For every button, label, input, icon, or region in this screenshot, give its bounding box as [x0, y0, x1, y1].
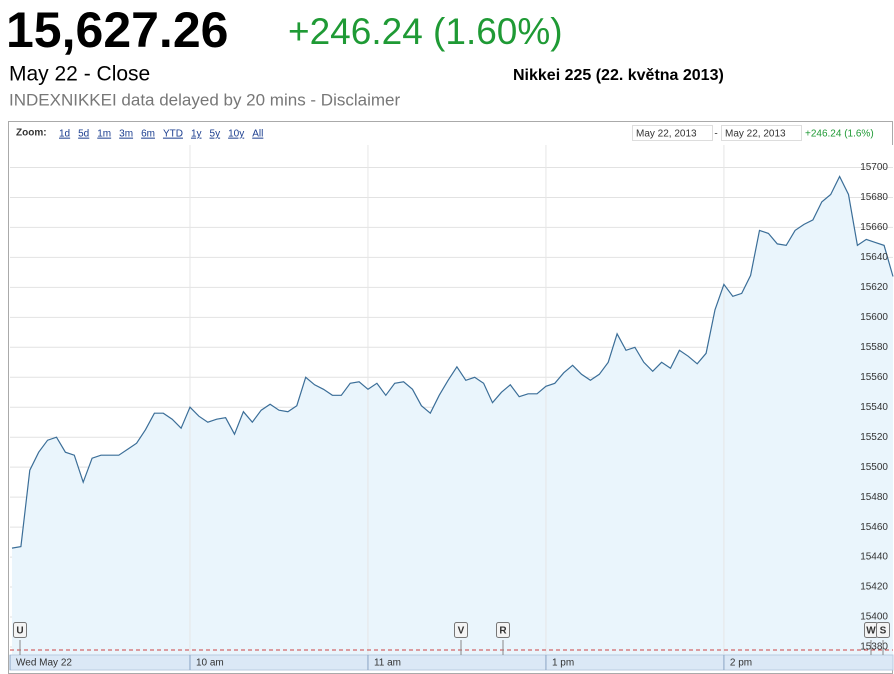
event-flag[interactable]: W: [866, 626, 876, 637]
y-tick-label: 15400: [860, 612, 888, 623]
flag-box: [454, 622, 468, 638]
range-to-box: [721, 125, 802, 141]
source-note: INDEXNIKKEI data delayed by 20 mins - Di…: [9, 90, 400, 109]
x-tick-label: 11 am: [374, 658, 401, 669]
zoom-option[interactable]: 1d: [59, 129, 70, 140]
zoom-option[interactable]: 1m: [97, 129, 111, 140]
close-date: May 22 - Close: [9, 63, 150, 86]
date-range: May 22, 2013- May 22, 2013 +246.24 (1.6%): [632, 125, 874, 141]
zoom-option[interactable]: 3m: [119, 129, 133, 140]
x-axis-strip: [9, 654, 894, 671]
zoom-option[interactable]: 1y: [191, 129, 202, 140]
zoom-label: Zoom:: [16, 128, 47, 139]
x-tick-label: Wed May 22: [16, 658, 72, 669]
range-change: +246.24 (1.6%): [805, 129, 874, 140]
range-to: May 22, 2013: [725, 129, 786, 140]
flag-box: [13, 622, 27, 638]
range-separator: -: [714, 129, 717, 140]
y-tick-label: 15640: [860, 252, 888, 263]
price-change: +246.24 (1.60%): [288, 11, 563, 52]
range-from-box: [632, 125, 713, 141]
y-tick-label: 15620: [860, 282, 888, 293]
y-tick-label: 15600: [860, 312, 888, 323]
y-tick-label: 15580: [860, 342, 888, 353]
zoom-option[interactable]: 5y: [210, 129, 221, 140]
zoom-option[interactable]: All: [252, 129, 263, 140]
x-tick-label: 10 am: [196, 658, 224, 669]
y-tick-label: 15420: [860, 582, 888, 593]
y-tick-label: 15520: [860, 432, 888, 443]
y-tick-label: 15480: [860, 492, 888, 503]
zoom-option[interactable]: 5d: [78, 129, 89, 140]
y-tick-label: 15460: [860, 522, 888, 533]
price: 15,627.26: [6, 2, 228, 58]
price-area: [12, 176, 893, 655]
flag-box: [496, 622, 510, 638]
x-tick-label: 1 pm: [552, 658, 574, 669]
x-tick-label: 2 pm: [730, 658, 752, 669]
event-flag[interactable]: R: [499, 626, 507, 637]
price-line: [11, 175, 894, 549]
plot: 15380 15400 15420 15440 15460 15480 15500 15520…: [9, 145, 894, 671]
zoom-option[interactable]: 10y: [228, 129, 244, 140]
zoom-option[interactable]: YTD: [163, 129, 183, 140]
flag-box: [876, 622, 890, 638]
y-tick-label: 15700: [860, 162, 888, 173]
chart-title: Nikkei 225 (22. května 2013): [513, 67, 724, 84]
y-tick-label: 15380: [860, 642, 888, 653]
y-tick-label: 15560: [860, 372, 888, 383]
zoom-option[interactable]: 6m: [141, 129, 155, 140]
y-tick-label: 15540: [860, 402, 888, 413]
y-tick-label: 15500: [860, 462, 888, 473]
y-tick-label: 15660: [860, 222, 888, 233]
event-flag[interactable]: V: [458, 626, 465, 637]
y-tick-label: 15680: [860, 192, 888, 203]
event-flag[interactable]: U: [16, 626, 23, 637]
y-tick-label: 15440: [860, 552, 888, 563]
zoom-options: 1d 5d 1m 3m 6m YTD 1y 5y 10y All: [59, 129, 263, 140]
event-flag[interactable]: S: [880, 626, 887, 637]
range-from: May 22, 2013: [636, 129, 697, 140]
